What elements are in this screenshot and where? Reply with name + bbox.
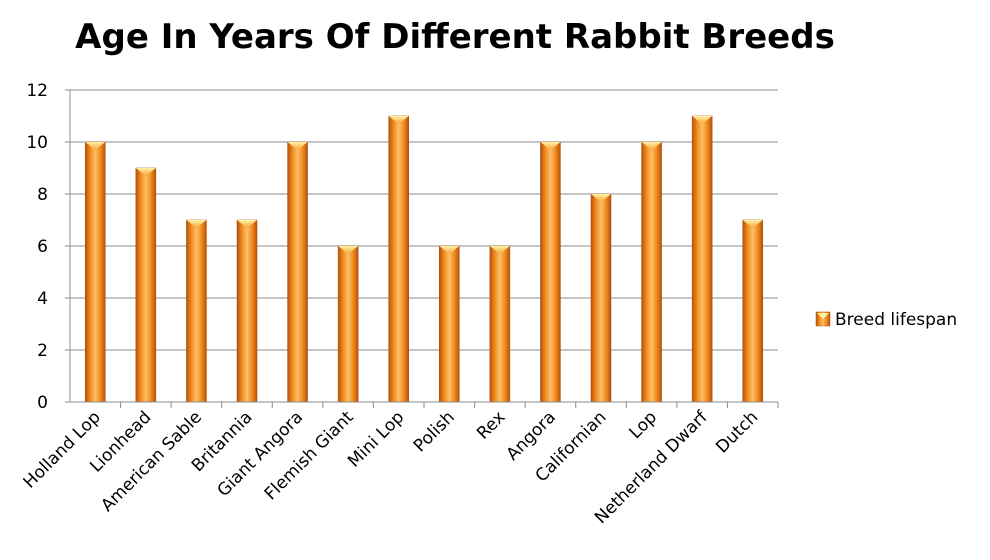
- bar-cap: [135, 168, 156, 176]
- bar-cap: [186, 220, 207, 228]
- bar-cap: [540, 142, 561, 150]
- bar-cap: [388, 116, 409, 124]
- x-tick-label: Mini Lop: [344, 407, 408, 471]
- y-tick-label: 12: [26, 81, 48, 101]
- x-tick-label: Lop: [625, 407, 661, 443]
- gridlines: [70, 89, 778, 351]
- bar: [186, 219, 207, 403]
- bar-cap: [742, 220, 763, 228]
- x-tick-label: Rex: [473, 407, 509, 443]
- x-tick-label: Holland Lop: [20, 407, 105, 492]
- bar-cap: [489, 246, 510, 254]
- x-tick-label: Dutch: [712, 407, 762, 457]
- y-tick-label: 2: [37, 341, 48, 361]
- y-tick-label: 8: [37, 185, 48, 205]
- x-tick-label: Flemish Giant: [261, 407, 358, 504]
- bar-cap: [591, 194, 611, 202]
- bar: [135, 167, 157, 403]
- bars: [85, 115, 763, 403]
- bar: [590, 193, 612, 403]
- x-tick-label: Polish: [410, 407, 459, 456]
- bar: [287, 141, 308, 403]
- bar: [236, 219, 258, 403]
- bar: [691, 115, 713, 403]
- legend-label: Breed lifespan: [835, 310, 957, 330]
- bar-cap: [338, 246, 359, 254]
- bar: [85, 141, 106, 403]
- bar: [540, 141, 561, 403]
- y-tick-label: 0: [37, 393, 48, 413]
- bar-cap: [641, 142, 662, 150]
- bar-cap: [237, 220, 257, 228]
- bar: [489, 245, 511, 403]
- bar: [439, 245, 460, 403]
- y-tick-label: 4: [37, 289, 48, 309]
- axes: [65, 89, 779, 408]
- legend: Breed lifespan: [815, 310, 957, 330]
- bar-cap: [692, 116, 713, 124]
- bar-cap: [85, 142, 106, 150]
- bar-cap: [439, 246, 460, 254]
- y-tick-label: 10: [26, 133, 48, 153]
- legend-swatch-cap: [817, 313, 829, 319]
- bar: [337, 245, 359, 403]
- bar-cap: [287, 142, 308, 150]
- y-tick-label: 6: [37, 237, 48, 257]
- chart-title: Age In Years Of Different Rabbit Breeds: [75, 17, 835, 57]
- y-axis-ticks: 0 2 4 6 8 10 12: [26, 81, 48, 413]
- bar: [388, 115, 409, 403]
- bar: [742, 219, 763, 403]
- bar: [641, 141, 662, 403]
